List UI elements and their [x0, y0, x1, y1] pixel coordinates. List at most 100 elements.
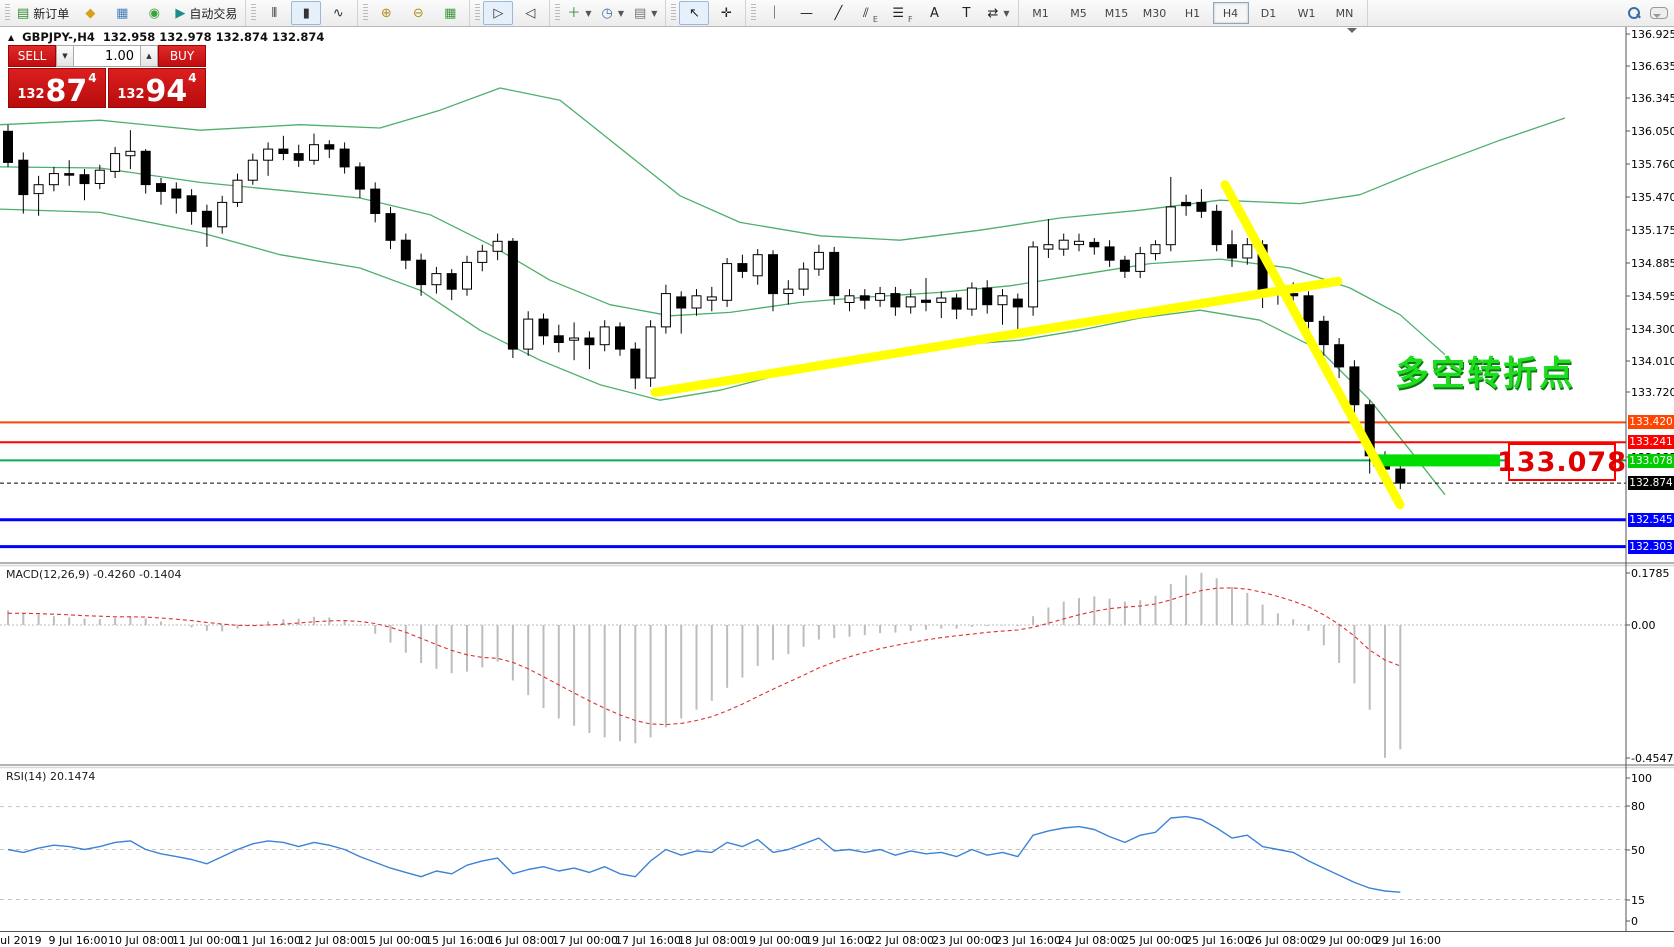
vertical-line-button[interactable]: ｜: [759, 1, 789, 25]
timeframe-m15-button[interactable]: M15: [1104, 6, 1129, 20]
timeframe-m1-button[interactable]: M1: [1032, 6, 1049, 20]
timeframe-d1-button[interactable]: D1: [1260, 6, 1277, 20]
timeframe-mn-button[interactable]: MN: [1335, 6, 1354, 20]
horizontal-line-icon: —: [799, 5, 813, 21]
time-tick-label: 15 Jul 16:00: [425, 934, 491, 947]
toolbar-grip[interactable]: [751, 4, 757, 22]
candle-body: [156, 183, 166, 192]
time-tick-label: 9 Jul 2019: [0, 934, 42, 947]
candle-body: [982, 287, 993, 306]
sell-price-button[interactable]: 132 87 4: [8, 68, 106, 108]
time-tick-label: 9 Jul 16:00: [48, 934, 108, 947]
candlestick-button[interactable]: ▮: [291, 1, 322, 25]
price-level-badge: 133.078: [1628, 454, 1674, 468]
bar-chart-button[interactable]: ⫴: [259, 1, 289, 25]
shapes-button[interactable]: ⇄ ▼: [983, 1, 1013, 25]
line-chart-button[interactable]: ∿: [323, 1, 353, 25]
fibonacci-button[interactable]: ☰ F: [887, 1, 917, 25]
toolbar-grip[interactable]: [671, 4, 677, 22]
time-tick-label: 15 Jul 00:00: [362, 934, 428, 947]
crosshair-button[interactable]: ✛: [711, 1, 741, 25]
rsi-label: RSI(14) 20.1474: [6, 770, 96, 783]
toolbar-group-cursor: ↖ ✛: [666, 0, 747, 26]
time-tick-label: 16 Jul 08:00: [488, 934, 554, 947]
new-order-button[interactable]: ▤ 新订单: [13, 1, 73, 25]
profiles-button[interactable]: ▦: [107, 1, 137, 25]
templates-button[interactable]: ▤ ▼: [630, 1, 661, 25]
volume-decrease-button[interactable]: ▼: [56, 45, 74, 67]
buy-button[interactable]: BUY: [158, 45, 206, 67]
chart-shift-button[interactable]: ◁: [515, 1, 545, 25]
candle-body: [385, 213, 396, 241]
auto-scroll-button[interactable]: ▷: [483, 1, 514, 25]
candle-body: [324, 144, 335, 150]
time-tick-label: 25 Jul 16:00: [1185, 934, 1251, 947]
collapse-triangle-icon[interactable]: ▲: [8, 32, 15, 42]
toolbar-grip[interactable]: [5, 4, 10, 22]
candle-body: [890, 293, 901, 308]
time-tick-label: 18 Jul 08:00: [678, 934, 744, 947]
candle-body: [921, 299, 931, 303]
candle-body: [1211, 210, 1222, 246]
toolbar-grip[interactable]: [251, 4, 257, 22]
turning-point-annotation[interactable]: 多空转折点: [1395, 355, 1575, 393]
volume-input[interactable]: 1.00: [74, 45, 140, 67]
cursor-icon: ↖: [689, 5, 700, 21]
toolbar-grip[interactable]: [475, 4, 481, 22]
dropdown-arrow-icon[interactable]: ▼: [1003, 8, 1010, 18]
text-button[interactable]: A: [919, 1, 949, 25]
chart-shift-marker-icon[interactable]: [1347, 28, 1357, 38]
search-icon[interactable]: [1628, 7, 1641, 19]
horizontal-line-button[interactable]: —: [791, 1, 821, 25]
zoom-in-button[interactable]: ⊕: [371, 1, 401, 25]
candle-body: [859, 295, 870, 301]
indicators-button[interactable]: ＋ ▼: [563, 1, 595, 25]
dropdown-arrow-icon[interactable]: ▼: [585, 8, 592, 18]
buy-price-button[interactable]: 132 94 4: [108, 68, 206, 108]
symbol-title: GBPJPY-,H4: [22, 30, 95, 44]
candle-body: [462, 261, 472, 290]
candle-body: [813, 251, 824, 270]
dropdown-arrow-icon[interactable]: ▼: [617, 8, 624, 18]
cursor-button[interactable]: ↖: [679, 1, 710, 25]
dropdown-arrow-icon[interactable]: ▼: [651, 8, 658, 18]
time-tick-label: 23 Jul 00:00: [932, 934, 998, 947]
candle-body: [278, 148, 289, 155]
channel-button[interactable]: ⫽ E: [855, 1, 885, 25]
periods-button[interactable]: ◷ ▼: [598, 1, 629, 25]
label-button[interactable]: T: [951, 1, 981, 25]
price-level-badge: 132.545: [1628, 513, 1674, 527]
key-price-callout[interactable]: 133.078: [1497, 443, 1626, 481]
indicator-tick-label: 0.1785: [1631, 567, 1670, 580]
charts-button[interactable]: ◆: [75, 1, 105, 25]
candle-body: [1043, 244, 1054, 250]
toolbar-grip[interactable]: [363, 4, 369, 22]
sell-button[interactable]: SELL: [8, 45, 56, 67]
one-click-trade-panel: SELL ▼ 1.00 ▲ BUY 132 87 4 132 94 4: [8, 45, 206, 108]
trendline-button[interactable]: ╱: [823, 1, 853, 25]
support-highlight-bar: [1373, 454, 1500, 467]
trendline-rising-support[interactable]: [650, 276, 1343, 397]
timeframe-h1-button[interactable]: H1: [1184, 6, 1201, 20]
toolbar-group-zoom: ⊕ ⊖ ▦: [358, 0, 471, 26]
timeframe-m5-button[interactable]: M5: [1070, 6, 1087, 20]
timeframe-m30-button[interactable]: M30: [1142, 6, 1167, 20]
signals-button[interactable]: ◉: [139, 1, 169, 25]
tile-windows-button[interactable]: ▦: [435, 1, 465, 25]
candle-body: [1349, 366, 1360, 406]
candle-body: [584, 337, 595, 346]
chat-icon[interactable]: [1650, 7, 1668, 19]
candle-body: [1227, 244, 1237, 259]
volume-increase-button[interactable]: ▲: [140, 45, 158, 67]
toolbar-grip[interactable]: [555, 4, 561, 22]
timeframe-w1-button[interactable]: W1: [1297, 6, 1316, 20]
trendline-falling-breakdown[interactable]: [1220, 180, 1405, 510]
price-level-badge: 132.303: [1628, 540, 1674, 554]
autotrading-button[interactable]: ▶ 自动交易: [171, 1, 241, 25]
timeframe-h4-button[interactable]: H4: [1212, 2, 1249, 24]
zoom-out-button[interactable]: ⊖: [403, 1, 433, 25]
rsi-line: [7, 815, 1401, 893]
profiles-icon: ▦: [116, 5, 129, 21]
